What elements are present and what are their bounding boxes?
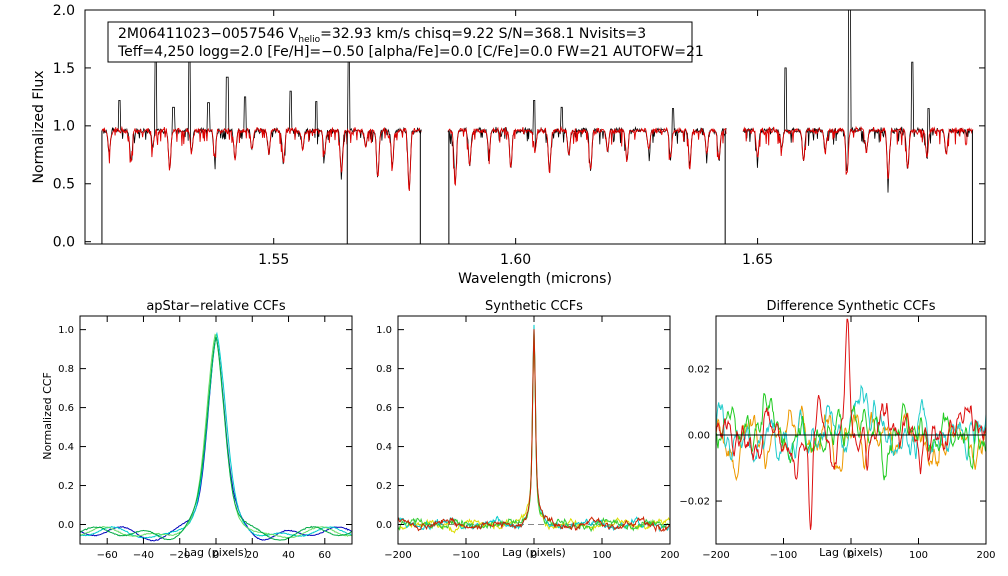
apstar-ccf-series-line xyxy=(79,336,353,541)
apstar-ccf-series-group xyxy=(79,331,353,542)
info-box-line1: 2M06411023−0057546 Vhelio=32.93 km/s chi… xyxy=(118,26,646,45)
apstar-ccf-ytick-label: 1.0 xyxy=(58,325,74,336)
synthetic-ccf-ytick-label: 0.0 xyxy=(376,520,392,531)
info-box-line1-a: 2M06411023−0057546 V xyxy=(118,26,299,42)
synthetic-ccf-axis-ticks: −200 −100 0 100 200 0.0 0.2 0.4 0.6 0.8 1.0 xyxy=(376,316,680,561)
spectrum-xtick-label: 1.60 xyxy=(500,252,531,268)
difference-ccf-series-group xyxy=(715,318,987,530)
apstar-ccf-panel: apStar−relative CCFs −60 −40 −20 0 20 40 60 0.0… xyxy=(41,299,353,561)
apstar-ccf-xtick-label: 20 xyxy=(246,550,259,561)
info-box-line1-b: =32.93 km/s chisq=9.22 S/N=368.1 Nvisits… xyxy=(320,26,646,42)
spectrum-ytick-label: 0.0 xyxy=(53,235,75,251)
apstar-ccf-ytick-label: 0.2 xyxy=(58,481,74,492)
synthetic-ccf-xtick-label: 200 xyxy=(660,550,679,561)
spectrum-info-box xyxy=(107,21,693,63)
spectrum-series-group xyxy=(101,9,974,244)
apstar-ccf-ylabel: Normalized CCF xyxy=(41,372,54,460)
difference-ccf-series-line xyxy=(715,318,987,530)
difference-ccf-xlabel: Lag (pixels) xyxy=(819,546,883,559)
difference-ccf-xtick-label: −200 xyxy=(702,550,729,561)
difference-ccf-xtick-label: 0 xyxy=(848,550,854,561)
spectrum-ytick-label: 1.5 xyxy=(53,61,75,77)
synthetic-ccf-xtick-label: 100 xyxy=(592,550,611,561)
difference-ccf-xtick-label: 200 xyxy=(976,550,995,561)
apstar-ccf-xtick-label: −60 xyxy=(97,550,118,561)
spectrum-ytick-label: 1.0 xyxy=(53,119,75,135)
spectrum-axis-ticks: 1.55 1.60 1.65 0.0 0.5 1.0 1.5 2.0 xyxy=(53,3,985,268)
spectrum-ytick-label: 2.0 xyxy=(53,3,75,19)
synthetic-ccf-panel: Synthetic CCFs −200 −100 0 100 200 0.0 0.2 0.4 0… xyxy=(376,299,679,561)
apstar-ccf-series-line xyxy=(79,331,353,539)
apstar-ccf-ytick-label: 0.4 xyxy=(58,442,74,453)
spectrum-model-line xyxy=(101,125,974,191)
difference-ccf-xtick-label: −100 xyxy=(770,550,797,561)
apstar-ccf-xtick-label: −40 xyxy=(133,550,154,561)
difference-ccf-ytick-label: 0.02 xyxy=(688,364,710,375)
apstar-ccf-plot-frame xyxy=(79,315,353,545)
synthetic-ccf-xlabel: Lag (pixels) xyxy=(502,546,566,559)
apstar-ccf-xtick-label: 40 xyxy=(282,550,295,561)
synthetic-ccf-ytick-label: 1.0 xyxy=(376,325,392,336)
apstar-ccf-axis-ticks: −60 −40 −20 0 20 40 60 0.0 0.2 0.4 0.6 0.8 1.0 xyxy=(58,316,352,561)
synthetic-ccf-series-line xyxy=(397,329,671,534)
apstar-ccf-xlabel: Lag (pixels) xyxy=(184,546,248,559)
synthetic-ccf-title: Synthetic CCFs xyxy=(485,299,583,314)
spectrum-ytick-label: 0.5 xyxy=(53,177,75,193)
apstar-ccf-xtick-label: 60 xyxy=(318,550,331,561)
info-box-line1-sub: helio xyxy=(298,35,320,45)
spectrum-xlabel: Wavelength (microns) xyxy=(458,271,612,287)
difference-ccf-panel: Difference Synthetic CCFs −200 −100 0 100 20… xyxy=(679,299,995,561)
difference-ccf-xtick-label: 100 xyxy=(909,550,928,561)
difference-ccf-ytick-label: 0.00 xyxy=(688,430,710,441)
synthetic-ccf-xtick-label: −200 xyxy=(384,550,411,561)
synthetic-ccf-ytick-label: 0.2 xyxy=(376,481,392,492)
synthetic-ccf-xtick-label: 0 xyxy=(531,550,537,561)
apstar-ccf-series-line xyxy=(79,333,353,539)
synthetic-ccf-ytick-label: 0.8 xyxy=(376,364,392,375)
synthetic-ccf-series-line xyxy=(397,333,670,533)
spectrum-xtick-label: 1.55 xyxy=(258,252,289,268)
apstar-ccf-series-line xyxy=(79,336,353,542)
apstar-ccf-xtick-label: −20 xyxy=(169,550,190,561)
apstar-ccf-ytick-label: 0.0 xyxy=(58,520,74,531)
synthetic-ccf-xtick-label: −100 xyxy=(452,550,479,561)
apstar-ccf-title: apStar−relative CCFs xyxy=(146,299,286,314)
synthetic-ccf-series-line xyxy=(397,324,671,533)
spectrum-ylabel: Normalized Flux xyxy=(31,71,47,184)
synthetic-ccf-ytick-label: 0.4 xyxy=(376,442,392,453)
synthetic-ccf-ytick-label: 0.6 xyxy=(376,403,392,414)
apstar-ccf-ytick-label: 0.6 xyxy=(58,403,74,414)
spectrum-plot-frame xyxy=(84,9,986,245)
apstar-ccf-xtick-label: 0 xyxy=(213,550,219,561)
difference-ccf-ytick-label: −0.02 xyxy=(679,497,710,508)
difference-ccf-title: Difference Synthetic CCFs xyxy=(766,299,935,314)
spectrum-panel: 1.55 1.60 1.65 0.0 0.5 1.0 1.5 2.0 2M06411023−0… xyxy=(31,3,986,287)
synthetic-ccf-series-line xyxy=(397,329,671,533)
apstar-ccf-ytick-label: 0.8 xyxy=(58,364,74,375)
difference-ccf-axis-ticks: −200 −100 0 100 200 −0.02 0.00 0.02 xyxy=(679,316,996,561)
synthetic-ccf-series-group xyxy=(397,324,671,534)
spectrum-xtick-label: 1.65 xyxy=(742,252,773,268)
info-box-line2: Teff=4,250 logg=2.0 [Fe/H]=−0.50 [alpha/… xyxy=(117,44,704,60)
